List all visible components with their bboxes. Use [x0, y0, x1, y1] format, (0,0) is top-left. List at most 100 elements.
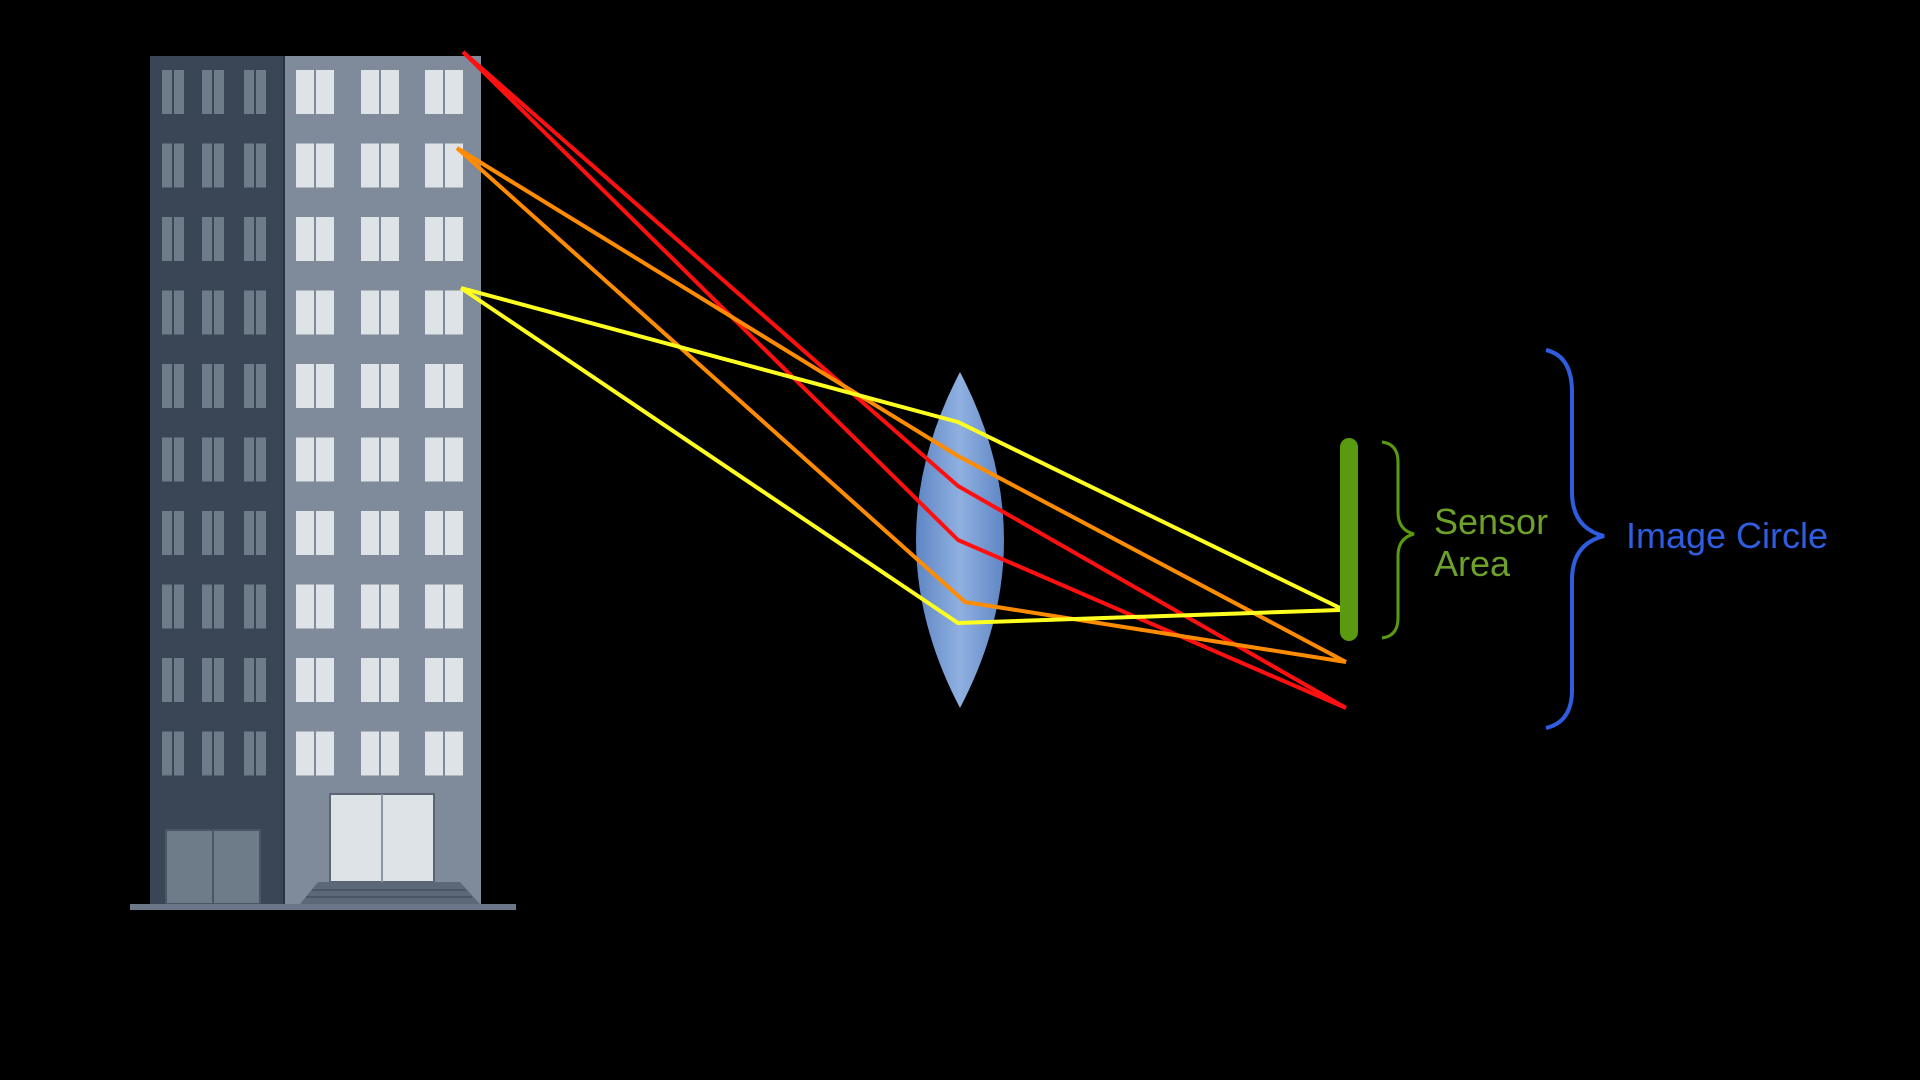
window-pane-dark — [256, 731, 266, 776]
window-pane-dark — [214, 437, 224, 482]
sensor-brace — [1381, 440, 1415, 640]
window-pane-light — [425, 217, 443, 261]
window-pane-light — [425, 437, 443, 482]
window-pane-light — [296, 658, 314, 702]
ray-red-lower — [461, 50, 1347, 710]
window-pane-dark — [162, 143, 172, 188]
window-pane-dark — [162, 584, 172, 629]
window-pane-light — [381, 731, 399, 776]
window-pane-light — [296, 437, 314, 482]
window-pane-light — [425, 143, 443, 188]
window-pane-dark — [174, 511, 184, 555]
window-pane-light — [361, 364, 379, 408]
window-pane-light — [361, 658, 379, 702]
window-pane-dark — [256, 511, 266, 555]
window-pane-dark — [174, 70, 184, 114]
window-pane-dark — [256, 658, 266, 702]
window-pane-dark — [256, 217, 266, 261]
window-pane-dark — [244, 584, 254, 629]
window-pane-light — [381, 584, 399, 629]
window-pane-light — [361, 511, 379, 555]
window-pane-light — [425, 70, 443, 114]
ray-orange-upper — [455, 146, 1347, 664]
window-pane-light — [425, 290, 443, 335]
window-pane-dark — [256, 437, 266, 482]
window-pane-dark — [244, 217, 254, 261]
window-pane-light — [445, 143, 463, 188]
window-pane-dark — [244, 143, 254, 188]
window-pane-light — [316, 70, 334, 114]
window-pane-light — [381, 511, 399, 555]
window-pane-light — [445, 658, 463, 702]
window-pane-light — [445, 584, 463, 629]
window-pane-dark — [202, 511, 212, 555]
window-pane-light — [381, 143, 399, 188]
window-pane-dark — [174, 217, 184, 261]
window-pane-dark — [214, 731, 224, 776]
window-pane-light — [316, 364, 334, 408]
window-pane-dark — [244, 290, 254, 335]
window-pane-light — [425, 731, 443, 776]
window-pane-light — [445, 511, 463, 555]
window-pane-light — [361, 143, 379, 188]
window-pane-light — [381, 70, 399, 114]
window-pane-dark — [214, 290, 224, 335]
window-pane-light — [381, 364, 399, 408]
window-pane-light — [361, 70, 379, 114]
window-pane-dark — [162, 364, 172, 408]
window-pane-dark — [174, 143, 184, 188]
window-pane-dark — [174, 658, 184, 702]
building — [130, 56, 516, 910]
window-pane-dark — [244, 511, 254, 555]
window-pane-dark — [162, 217, 172, 261]
window-pane-dark — [202, 364, 212, 408]
window-pane-light — [361, 731, 379, 776]
window-pane-dark — [256, 364, 266, 408]
window-pane-dark — [162, 511, 172, 555]
window-pane-light — [296, 290, 314, 335]
window-pane-dark — [174, 731, 184, 776]
window-pane-dark — [214, 584, 224, 629]
window-pane-light — [296, 143, 314, 188]
window-pane-dark — [256, 290, 266, 335]
window-pane-dark — [214, 511, 224, 555]
ray-orange-lower — [455, 146, 1347, 664]
window-pane-dark — [202, 731, 212, 776]
window-pane-dark — [162, 437, 172, 482]
window-pane-dark — [174, 364, 184, 408]
window-pane-light — [361, 290, 379, 335]
window-pane-dark — [214, 217, 224, 261]
window-pane-dark — [256, 143, 266, 188]
window-pane-dark — [174, 437, 184, 482]
window-pane-dark — [174, 290, 184, 335]
window-pane-light — [445, 70, 463, 114]
window-pane-light — [296, 511, 314, 555]
window-pane-dark — [214, 658, 224, 702]
window-pane-dark — [256, 70, 266, 114]
window-pane-light — [316, 658, 334, 702]
window-pane-light — [316, 437, 334, 482]
sensor-label-line1: Sensor — [1434, 501, 1548, 542]
window-pane-light — [316, 217, 334, 261]
window-pane-dark — [162, 658, 172, 702]
window-pane-dark — [162, 70, 172, 114]
window-pane-light — [425, 584, 443, 629]
window-pane-light — [316, 511, 334, 555]
window-pane-light — [361, 437, 379, 482]
left-windows — [162, 70, 266, 776]
window-pane-dark — [214, 364, 224, 408]
window-pane-light — [445, 437, 463, 482]
window-pane-light — [296, 217, 314, 261]
window-pane-light — [316, 584, 334, 629]
window-pane-light — [445, 290, 463, 335]
window-pane-light — [445, 364, 463, 408]
window-pane-dark — [214, 70, 224, 114]
ray-red-upper — [461, 50, 1347, 710]
window-pane-light — [381, 290, 399, 335]
window-pane-dark — [244, 658, 254, 702]
window-pane-light — [361, 584, 379, 629]
ray-yellow-upper — [460, 286, 1341, 610]
window-pane-dark — [202, 217, 212, 261]
image-circle-brace — [1545, 348, 1605, 730]
